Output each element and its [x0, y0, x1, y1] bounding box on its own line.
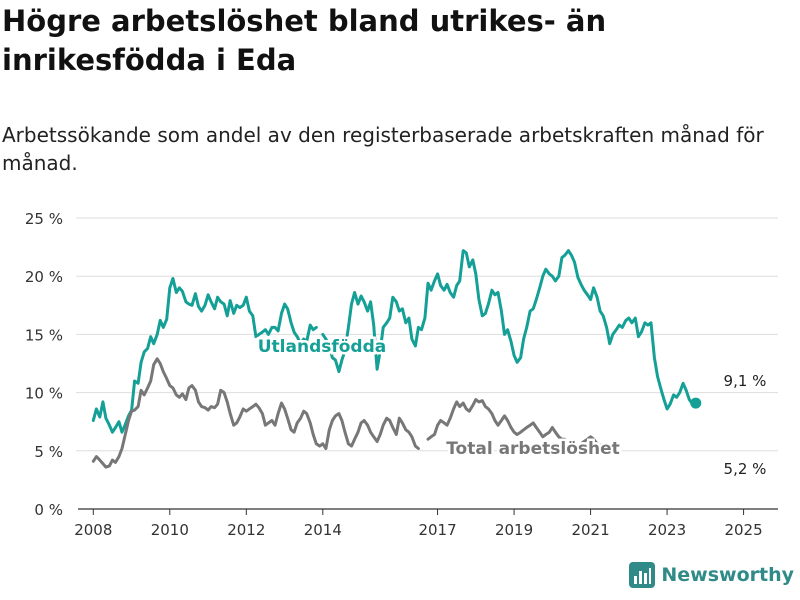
y-tick-label: 0 %: [34, 501, 63, 519]
x-tick-label: 2023: [648, 521, 686, 539]
brand-logo: Newsworthy: [629, 562, 794, 588]
x-tick-label: 2010: [151, 521, 189, 539]
series-endpoint-dot: [690, 397, 702, 409]
y-tick-label: 5 %: [34, 443, 63, 461]
x-tick-label: 2008: [74, 521, 112, 539]
series-line-utlandsfodda: [91, 249, 698, 434]
end-value-label-total: 5,2 %: [724, 460, 767, 478]
brand-name: Newsworthy: [661, 564, 794, 586]
series-endpoint-dot: [597, 442, 609, 454]
y-tick-label: 15 %: [25, 326, 63, 344]
chart-subtitle: Arbetssökande som andel av den registerb…: [2, 123, 764, 175]
y-tick-label: 20 %: [25, 268, 63, 286]
x-tick-label: 2025: [724, 521, 762, 539]
x-tick-label: 2021: [571, 521, 609, 539]
y-tick-label: 25 %: [25, 210, 63, 228]
series-label-total: Total arbetslöshet: [446, 439, 620, 459]
x-tick-label: 2019: [495, 521, 533, 539]
x-tick-label: 2017: [418, 521, 456, 539]
x-tick-label: 2012: [227, 521, 265, 539]
end-value-label-utlandsfodda: 9,1 %: [724, 372, 767, 390]
newsworthy-logo-icon: [629, 562, 656, 588]
chart-title: Högre arbetslöshet bland utrikes- än inr…: [2, 4, 607, 77]
series-line-total: [91, 357, 605, 469]
y-tick-label: 10 %: [25, 385, 63, 403]
series-label-utlandsfodda: Utlandsfödda: [258, 337, 387, 357]
x-tick-label: 2014: [304, 521, 342, 539]
